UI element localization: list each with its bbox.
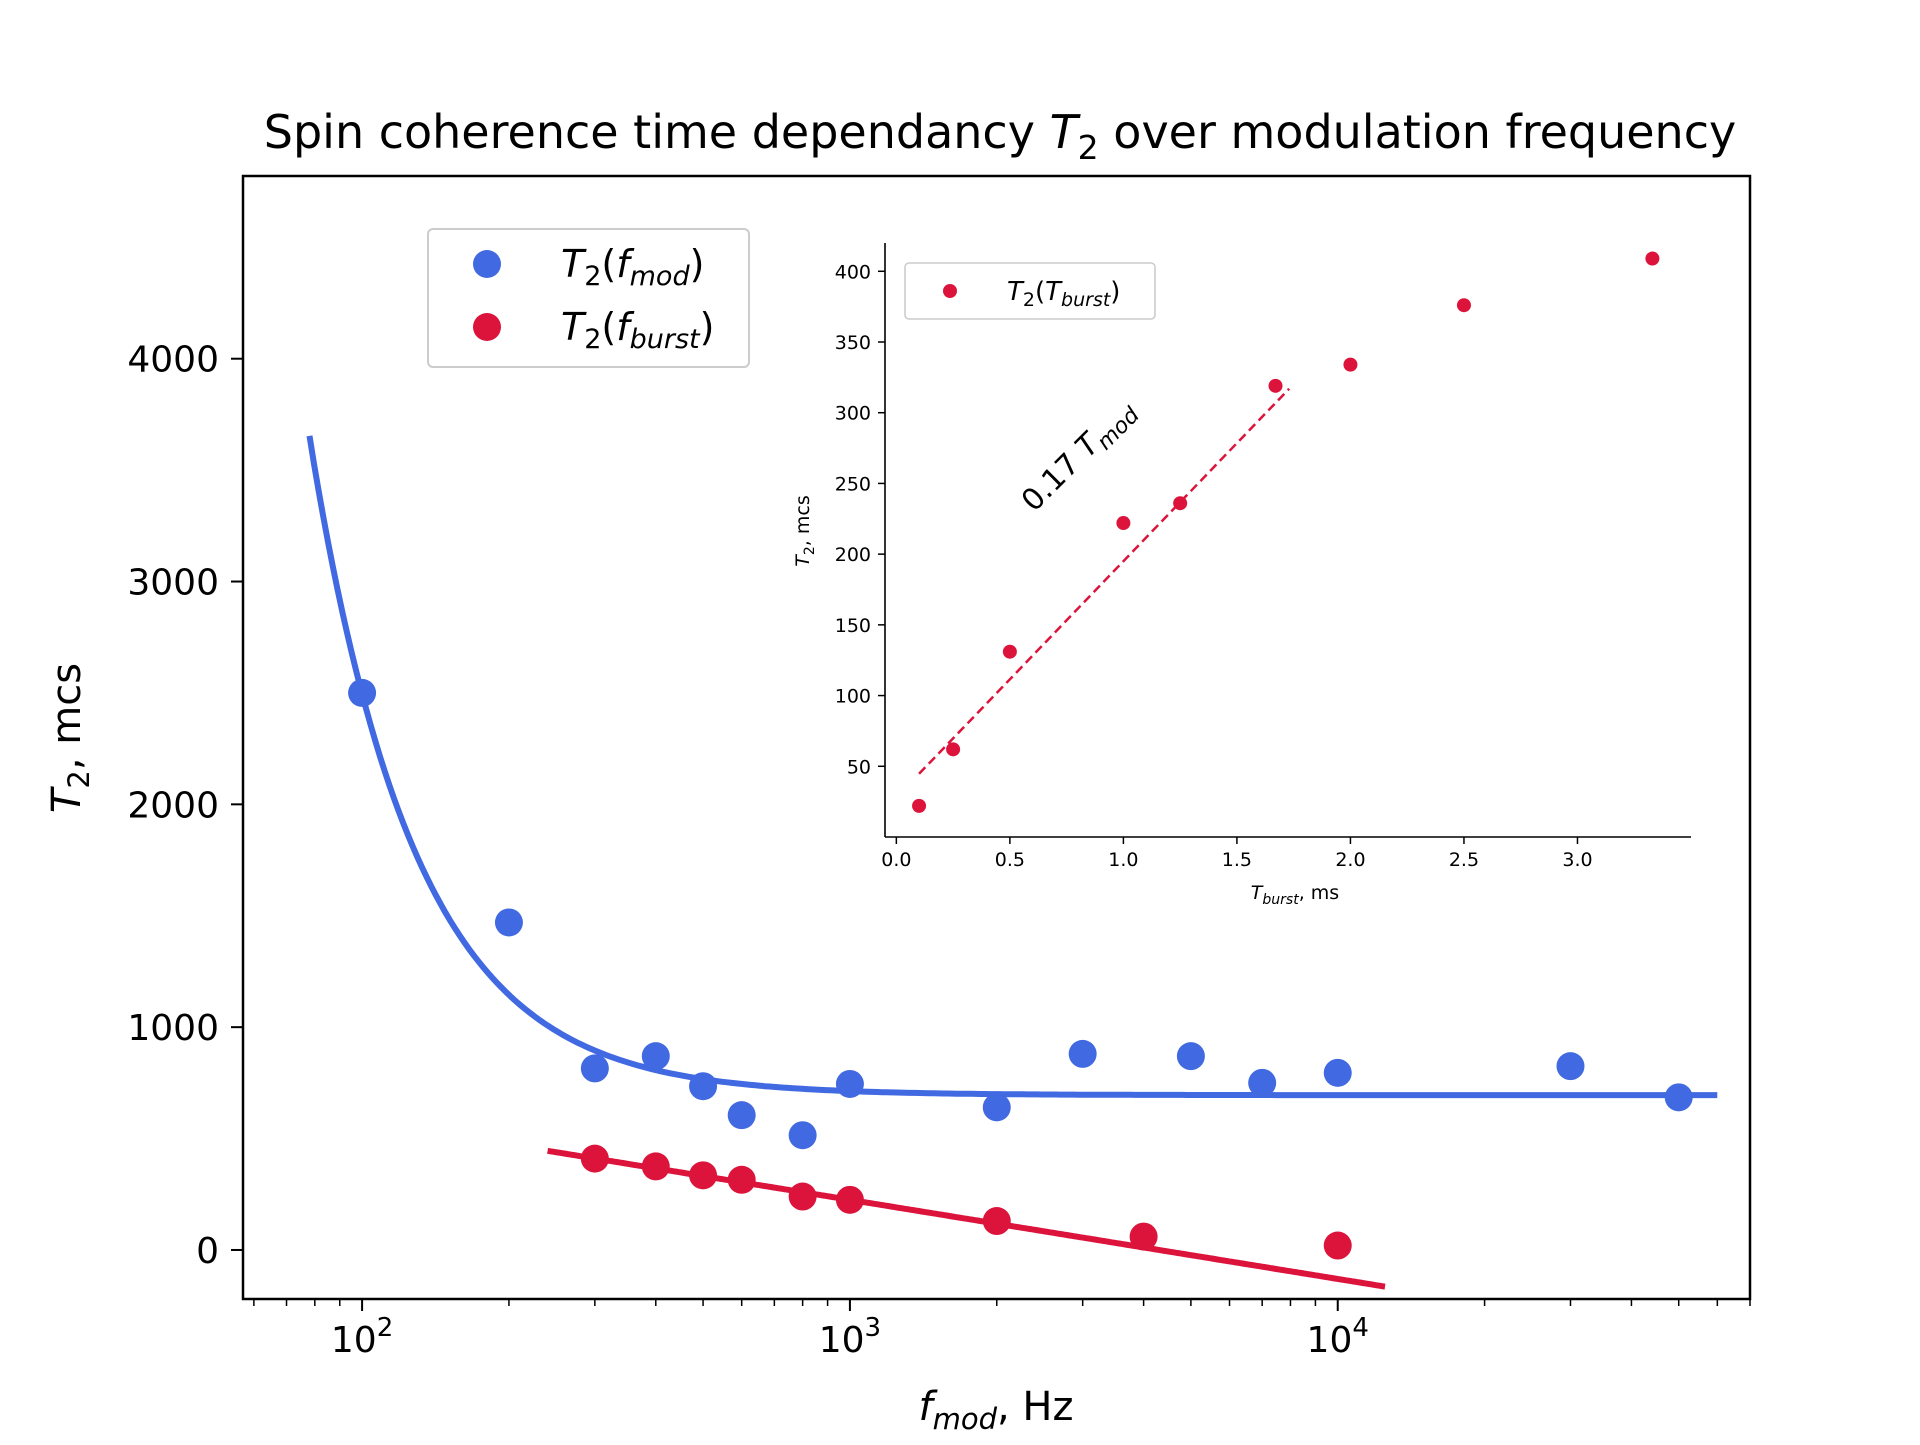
inset-y-tick-label: 150 (835, 615, 871, 637)
data-point-fburst (1129, 1222, 1158, 1251)
data-point-fburst (641, 1152, 670, 1181)
main-y-axis-ticks: 0 1000 2000 3000 4000 (127, 340, 243, 1272)
main-legend-box (427, 228, 750, 368)
data-point-fburst (689, 1161, 718, 1190)
inset-y-tick-label: 250 (835, 473, 871, 495)
data-point-fmod (1664, 1083, 1693, 1112)
inset-data-point (912, 798, 927, 813)
x-tick-label: 104 (1307, 1313, 1369, 1361)
inset-y-tick-label: 50 (847, 756, 871, 778)
inset-x-tick-label: 3.0 (1562, 849, 1592, 871)
inset-x-tick-label: 1.5 (1222, 849, 1252, 871)
inset-fit-line (918, 387, 1291, 775)
inset-fit-line-segment (918, 387, 1291, 775)
inset-legend-label: T2(Tburst) (1007, 277, 1120, 311)
data-point-fmod (348, 678, 377, 707)
inset-data-point (946, 742, 961, 757)
data-point-fburst (1323, 1231, 1352, 1260)
legend-marker-fmod (473, 250, 501, 278)
data-point-fmod (580, 1054, 609, 1083)
inset-x-tick-label: 0.5 (995, 849, 1025, 871)
inset-x-tick-label: 2.0 (1335, 849, 1365, 871)
data-point-fmod (788, 1121, 817, 1150)
y-tick-label: 4000 (127, 340, 219, 381)
inset-x-axis-ticks: 0.0 0.5 1.0 1.5 2.0 2.5 3.0 (881, 837, 1593, 871)
inset-x-axis-label: Tburst, ms (1251, 882, 1339, 908)
data-point-fburst (727, 1165, 756, 1194)
main-x-axis-ticks: 102 103 104 (253, 1299, 1751, 1361)
inset-data-point (1645, 251, 1660, 266)
data-point-fmod (727, 1101, 756, 1130)
inset-y-tick-label: 200 (835, 544, 871, 566)
inset-y-tick-label: 350 (835, 332, 871, 354)
y-axis-label: T2, mcs (44, 663, 96, 813)
data-point-fmod (835, 1069, 864, 1098)
legend-label-fmod: T2(fmod) (561, 242, 704, 292)
legend-marker-fburst (473, 313, 501, 341)
data-point-fburst (982, 1207, 1011, 1236)
inset-y-axis-ticks: 50 100 150 200 250 300 350 400 (835, 261, 885, 778)
y-tick-label: 1000 (127, 1008, 219, 1049)
inset-x-tick-label: 2.5 (1449, 849, 1479, 871)
y-tick-label: 2000 (127, 785, 219, 826)
inset-data-points (912, 251, 1660, 813)
inset-data-point (1343, 357, 1358, 372)
inset-x-tick-label: 0.0 (881, 849, 911, 871)
inset-data-point (1268, 378, 1283, 393)
data-point-fmod (689, 1072, 718, 1101)
inset-legend: T2(Tburst) (904, 262, 1156, 320)
inset-background (885, 243, 1691, 837)
x-tick-label: 102 (331, 1313, 393, 1361)
inset-y-axis-label: T2, mcs (792, 495, 818, 566)
y-tick-label: 3000 (127, 563, 219, 604)
data-point-fmod (1068, 1039, 1097, 1068)
data-point-fmod (1176, 1042, 1205, 1071)
data-point-fburst (788, 1182, 817, 1211)
inset-y-tick-label: 100 (835, 686, 871, 708)
inset-data-point (1116, 516, 1131, 531)
inset-legend-marker (943, 284, 957, 298)
inset-data-point (1002, 644, 1017, 659)
inset-chart: 0.0 0.5 1.0 1.5 2.0 2.5 3.0 50 100 150 200 250 300 3… (792, 243, 1691, 908)
fit-curve-fburst (547, 1147, 1386, 1290)
main-data-points (348, 678, 1693, 1260)
data-point-fburst (580, 1144, 609, 1173)
data-point-fmod (494, 908, 523, 937)
inset-legend-box (904, 262, 1156, 320)
main-fit-curves (306, 435, 1718, 1290)
x-tick-label: 103 (819, 1313, 881, 1361)
fit-curve-fmod (306, 435, 1718, 1099)
data-point-fmod (641, 1042, 670, 1071)
inset-y-tick-label: 300 (835, 403, 871, 425)
inset-data-point (1173, 496, 1188, 511)
data-point-fmod (982, 1093, 1011, 1122)
data-point-fmod (1556, 1052, 1585, 1081)
data-point-fmod (1323, 1058, 1352, 1087)
inset-y-tick-label: 400 (835, 261, 871, 283)
data-point-fmod (1248, 1068, 1277, 1097)
data-point-fburst (835, 1185, 864, 1214)
main-legend: T2(fmod) T2(fburst) (427, 228, 750, 368)
chart-title: Spin coherence time dependancy T2 over m… (264, 105, 1736, 167)
y-tick-label: 0 (196, 1231, 219, 1272)
inset-x-tick-label: 1.0 (1108, 849, 1138, 871)
inset-data-point (1456, 298, 1471, 313)
